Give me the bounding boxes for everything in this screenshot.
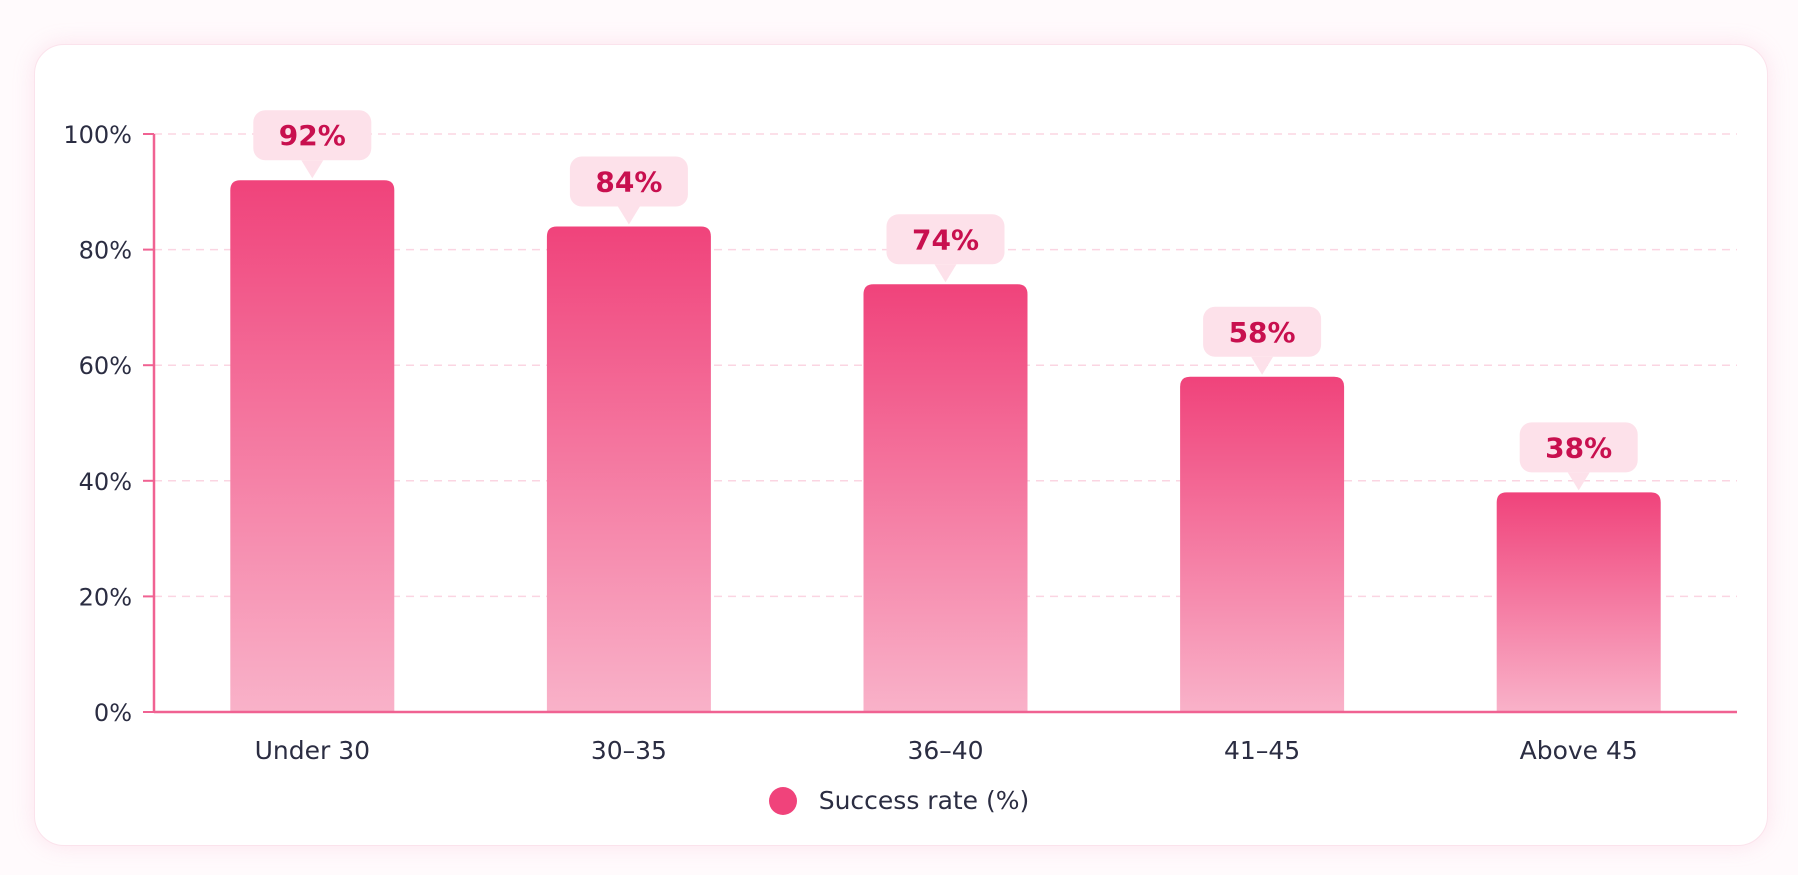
x-tick-label: 30–35 xyxy=(591,736,667,765)
data-label-pointer xyxy=(301,160,324,179)
bar xyxy=(230,180,395,713)
data-label-bubble xyxy=(569,156,688,207)
x-tick-label: Under 30 xyxy=(255,736,370,765)
data-label-pointer xyxy=(1251,356,1274,375)
bar xyxy=(863,284,1028,712)
y-tick-label: 80% xyxy=(79,237,132,265)
y-tick-label: 40% xyxy=(79,468,132,496)
x-tick-label: 41–45 xyxy=(1224,736,1300,765)
bars xyxy=(230,180,1661,713)
data-label: 38% xyxy=(1545,431,1612,464)
bar xyxy=(1496,492,1661,712)
data-label: 84% xyxy=(595,165,662,198)
data-label: 58% xyxy=(1229,316,1296,349)
data-label-bubble xyxy=(886,214,1005,265)
y-tick-label: 100% xyxy=(63,121,132,149)
data-label-bubble xyxy=(1519,422,1638,473)
data-label-pointer xyxy=(1567,472,1590,491)
bar xyxy=(546,226,711,713)
legend-marker xyxy=(768,786,797,815)
data-label-bubble xyxy=(253,110,372,161)
data-label: 74% xyxy=(912,223,979,256)
data-label-bubble xyxy=(1203,306,1322,357)
data-labels: 92% 84% 74% 58% 38% xyxy=(253,110,1638,491)
y-tick-label: 20% xyxy=(79,583,132,611)
y-tick-label: 60% xyxy=(79,352,132,380)
x-tick-label: Above 45 xyxy=(1520,736,1638,765)
legend: Success rate (%) xyxy=(0,786,1798,815)
x-tick-label: 36–40 xyxy=(907,736,983,765)
bar xyxy=(1180,376,1345,712)
y-tick-label: 0% xyxy=(94,699,132,727)
data-label-pointer xyxy=(617,206,640,225)
axes: 0% 20% 40% 60% 80% 100% Under 30 30–35 36–40 41–4… xyxy=(63,121,1737,765)
data-label-pointer xyxy=(934,264,957,283)
data-label: 92% xyxy=(279,119,346,152)
legend-label: Success rate (%) xyxy=(818,786,1030,815)
